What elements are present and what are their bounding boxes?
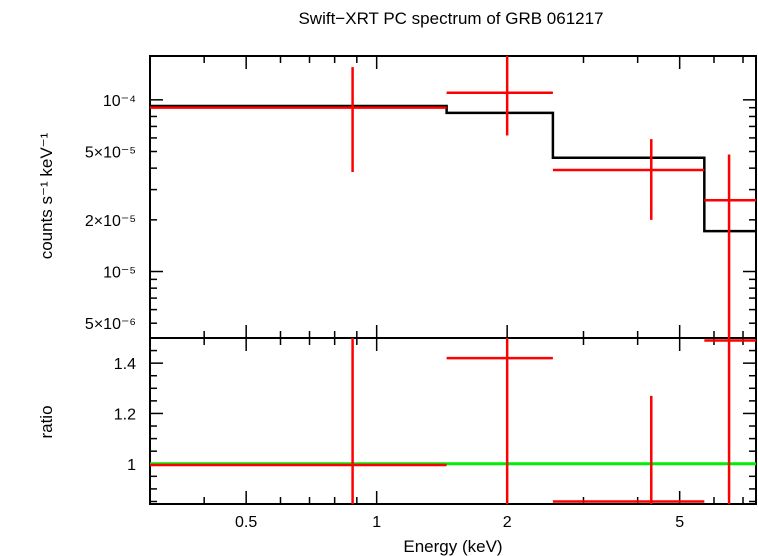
x-tick-label: 0.5 xyxy=(235,514,257,531)
bottom-panel-frame xyxy=(149,337,757,505)
y-tick-label: 2×10⁻⁵ xyxy=(85,213,136,230)
x-axis-ticks: 0.5 1 2 5 xyxy=(149,56,744,531)
model-step-line xyxy=(150,104,756,233)
y-tick-label: 5×10⁻⁵ xyxy=(85,145,136,162)
top-panel-ticks: 10⁻⁴ 5×10⁻⁵ 2×10⁻⁵ 10⁻⁵ 5×10⁻⁶ xyxy=(85,93,756,333)
x-tick-label: 2 xyxy=(503,514,512,531)
y-tick-label: 10⁻⁴ xyxy=(103,93,136,110)
y-tick-label: 1.2 xyxy=(114,406,136,423)
ratio-data-points xyxy=(150,338,756,504)
x-axis-label: Energy (keV) xyxy=(403,537,502,556)
model-step-path xyxy=(150,104,756,233)
top-panel-frame xyxy=(149,55,757,339)
x-tick-label: 5 xyxy=(675,514,684,531)
y-tick-label: 1 xyxy=(127,457,136,474)
chart-title: Swift−XRT PC spectrum of GRB 061217 xyxy=(298,9,603,28)
y-axis-label-top: counts s⁻¹ keV⁻¹ xyxy=(37,132,56,259)
y-tick-label: 5×10⁻⁶ xyxy=(85,316,136,333)
bottom-panel-ticks: 1 1.2 1.4 xyxy=(114,337,756,503)
y-axis-label-bottom: ratio xyxy=(37,405,56,438)
x-tick-label: 1 xyxy=(372,514,381,531)
top-data-points xyxy=(150,56,756,338)
y-tick-label: 1.4 xyxy=(114,356,136,373)
y-tick-label: 10⁻⁵ xyxy=(103,265,136,282)
